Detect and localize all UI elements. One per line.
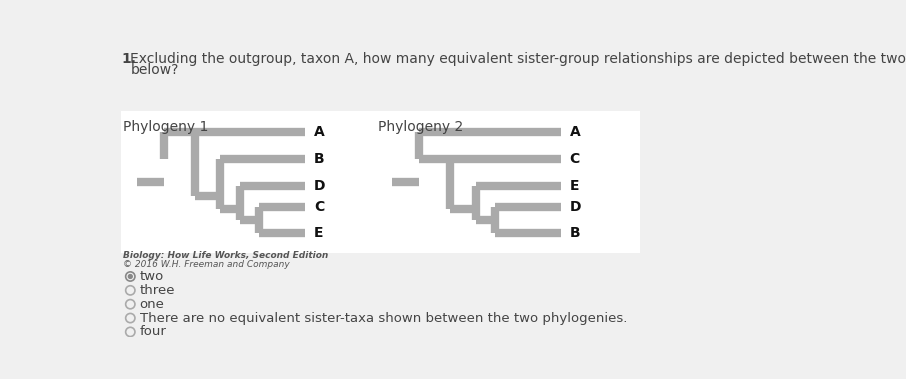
Text: There are no equivalent sister-taxa shown between the two phylogenies.: There are no equivalent sister-taxa show…	[140, 312, 627, 324]
Text: D: D	[570, 200, 582, 214]
Text: A: A	[570, 125, 581, 139]
Text: three: three	[140, 284, 175, 297]
Text: B: B	[570, 226, 581, 240]
Text: below?: below?	[130, 63, 178, 77]
Text: C: C	[570, 152, 580, 166]
Text: E: E	[570, 179, 579, 193]
Text: Biology: How Life Works, Second Edition: Biology: How Life Works, Second Edition	[122, 251, 328, 260]
Text: four: four	[140, 326, 167, 338]
Text: Excluding the outgroup, taxon A, how many equivalent sister-group relationships : Excluding the outgroup, taxon A, how man…	[130, 52, 906, 66]
Text: Phylogeny 1: Phylogeny 1	[122, 120, 207, 134]
Circle shape	[129, 274, 132, 279]
Text: C: C	[314, 200, 324, 214]
Text: D: D	[314, 179, 325, 193]
Text: one: one	[140, 298, 165, 311]
Text: B: B	[314, 152, 324, 166]
Bar	[121, 111, 641, 254]
Text: E: E	[314, 226, 323, 240]
Text: two: two	[140, 270, 164, 283]
Text: Phylogeny 2: Phylogeny 2	[379, 120, 464, 134]
Text: A: A	[314, 125, 324, 139]
Text: 1.: 1.	[121, 52, 136, 66]
Text: © 2016 W.H. Freeman and Company: © 2016 W.H. Freeman and Company	[122, 260, 289, 269]
